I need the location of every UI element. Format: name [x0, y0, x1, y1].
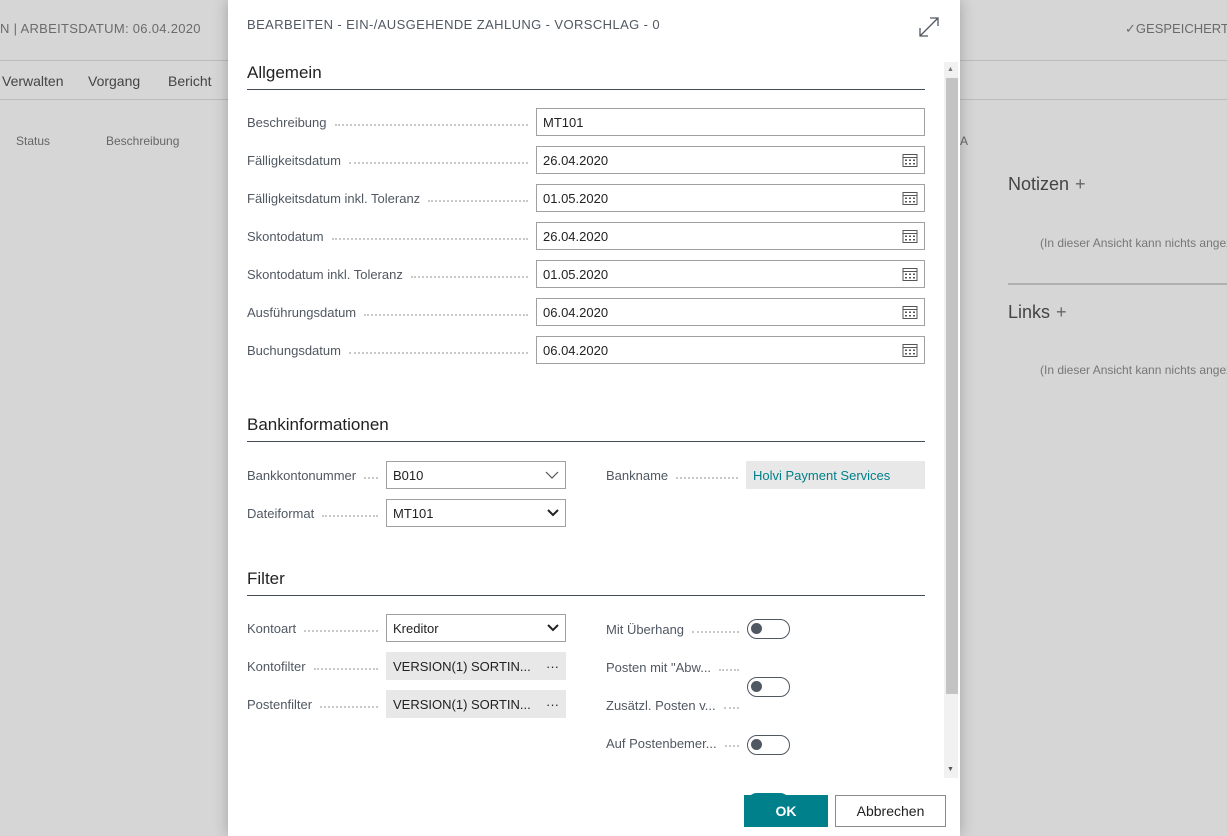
account-type-label: Kontoart	[247, 614, 386, 642]
page-header-title: N | ARBEITSDATUM: 06.04.2020	[0, 21, 201, 36]
field-label: Beschreibung	[247, 108, 536, 136]
edit-dialog: BEARBEITEN - EIN-/AUSGEHENDE ZAHLUNG - V…	[228, 0, 960, 836]
section-filter[interactable]: Filter	[247, 569, 925, 596]
leader-dots	[348, 162, 528, 164]
field-label: Skontodatum inkl. Toleranz	[247, 260, 536, 288]
scroll-up-icon[interactable]: ▲	[947, 66, 954, 73]
leader-dots	[428, 200, 528, 202]
leader-dots	[348, 352, 528, 354]
field-label: Skontodatum	[247, 222, 536, 250]
account-type-select[interactable]: Kreditor	[386, 614, 566, 642]
description-input[interactable]: MT101	[536, 108, 925, 136]
calendar-icon[interactable]	[902, 229, 918, 243]
calendar-icon[interactable]	[902, 343, 918, 357]
menu-verwalten[interactable]: Verwalten	[2, 73, 64, 89]
links-header: Links +	[1008, 302, 1067, 322]
menu-vorgang[interactable]: Vorgang	[88, 73, 141, 89]
toggle-switch[interactable]	[747, 619, 790, 639]
field-label: Buchungsdatum	[247, 336, 536, 364]
dialog-title: BEARBEITEN - EIN-/AUSGEHENDE ZAHLUNG - V…	[247, 17, 661, 32]
field-label: Fälligkeitsdatum	[247, 146, 536, 174]
leader-dots	[692, 631, 739, 633]
section-allgemein[interactable]: Allgemein	[247, 63, 925, 90]
leader-dots	[723, 707, 739, 709]
more-options-icon[interactable]: ···	[546, 696, 559, 712]
leader-dots	[410, 276, 528, 278]
scrollbar[interactable]: ▲ ▼	[944, 62, 958, 778]
menu-bericht[interactable]: Bericht	[168, 73, 212, 89]
column-header-beschreibung[interactable]: Beschreibung	[106, 134, 180, 148]
leader-dots	[719, 669, 739, 671]
notes-empty-text: (In dieser Ansicht kann nichts angez	[1040, 236, 1227, 250]
expand-icon[interactable]	[918, 16, 940, 38]
entry-filter-label: Postenfilter	[247, 690, 386, 718]
toggle-label: Zusätzl. Posten v...	[606, 695, 747, 715]
add-link-icon[interactable]: +	[1056, 302, 1067, 322]
toggle-label: Auf Postenbemer...	[606, 733, 747, 753]
bank-account-input[interactable]: B010	[386, 461, 566, 489]
file-format-select[interactable]: MT101	[386, 499, 566, 527]
toggle-label: Posten mit "Abw...	[606, 657, 747, 677]
toggle-switch[interactable]	[747, 677, 790, 697]
account-filter-label: Kontofilter	[247, 652, 386, 680]
date-input[interactable]: 06.04.2020	[536, 298, 925, 326]
calendar-icon[interactable]	[902, 305, 918, 319]
check-icon: ✓	[1125, 21, 1136, 36]
date-input[interactable]: 01.05.2020	[536, 260, 925, 288]
date-input[interactable]: 01.05.2020	[536, 184, 925, 212]
calendar-icon[interactable]	[902, 267, 918, 281]
cancel-button[interactable]: Abbrechen	[835, 795, 946, 827]
divider	[1008, 283, 1227, 285]
leader-dots	[331, 238, 528, 240]
date-input[interactable]: 26.04.2020	[536, 222, 925, 250]
chevron-down-icon	[547, 509, 559, 517]
column-header-partial[interactable]: A	[960, 134, 969, 148]
chevron-down-icon	[547, 624, 559, 632]
account-filter-input[interactable]: VERSION(1) SORTIN... ···	[386, 652, 566, 680]
bank-name-value[interactable]: Holvi Payment Services	[746, 461, 925, 489]
file-format-label: Dateiformat	[247, 499, 386, 527]
bank-account-label: Bankkontonummer	[247, 461, 386, 489]
scrollbar-thumb[interactable]	[946, 78, 958, 694]
bank-name-label: Bankname	[606, 461, 746, 489]
field-label: Fälligkeitsdatum inkl. Toleranz	[247, 184, 536, 212]
ok-button[interactable]: OK	[744, 795, 828, 827]
more-options-icon[interactable]: ···	[546, 658, 559, 674]
date-input[interactable]: 26.04.2020	[536, 146, 925, 174]
date-input[interactable]: 06.04.2020	[536, 336, 925, 364]
calendar-icon[interactable]	[902, 153, 918, 167]
leader-dots	[364, 314, 528, 316]
toggle-switch[interactable]	[747, 735, 790, 755]
chevron-down-icon[interactable]	[545, 471, 559, 479]
saved-status: ✓GESPEICHERT	[1125, 21, 1227, 36]
links-empty-text: (In dieser Ansicht kann nichts angez	[1040, 363, 1227, 377]
leader-dots	[334, 124, 528, 126]
leader-dots	[724, 745, 739, 747]
notes-header: Notizen +	[1008, 174, 1086, 194]
scroll-down-icon[interactable]: ▼	[947, 766, 954, 773]
field-label: Ausführungsdatum	[247, 298, 536, 326]
entry-filter-input[interactable]: VERSION(1) SORTIN... ···	[386, 690, 566, 718]
calendar-icon[interactable]	[902, 191, 918, 205]
column-header-status[interactable]: Status	[16, 134, 51, 148]
section-bankinformationen[interactable]: Bankinformationen	[247, 415, 925, 442]
add-note-icon[interactable]: +	[1075, 174, 1086, 194]
toggle-label: Mit Überhang	[606, 619, 747, 639]
